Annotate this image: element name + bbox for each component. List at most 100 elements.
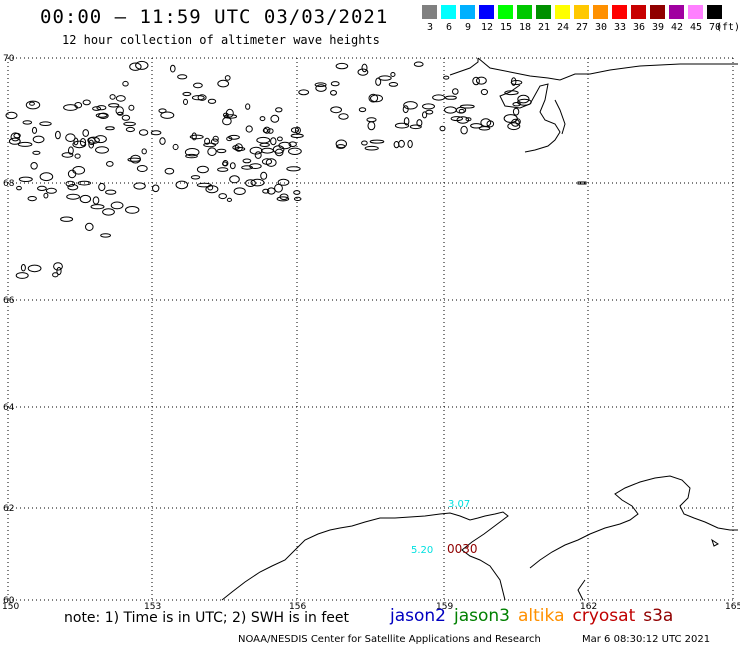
ice-floe (32, 150, 41, 155)
ice-floe (298, 89, 310, 96)
ice-floe (16, 185, 22, 191)
ice-floe (416, 119, 423, 127)
ice-floe (476, 76, 487, 85)
ice-floe (277, 178, 290, 186)
map-title: 00:00 – 11:59 UTC 03/03/2021 (40, 6, 389, 28)
longitude-label: 153 (144, 602, 161, 612)
ice-floe (95, 146, 109, 154)
ice-floe (125, 206, 140, 214)
ice-floe (68, 146, 74, 155)
ice-floe (460, 125, 468, 135)
ice-floe (432, 94, 446, 101)
ice-floe (330, 81, 340, 87)
ice-floe (290, 133, 304, 139)
ice-floe (409, 124, 422, 130)
ice-floe (193, 82, 203, 89)
ice-floe (77, 180, 92, 186)
ice-floe (254, 151, 262, 159)
ice-floe (250, 178, 265, 187)
ice-floe (197, 94, 207, 101)
ice-floe (183, 98, 188, 106)
ice-floe (403, 101, 418, 110)
ice-floe (242, 158, 252, 164)
ice-floe (517, 94, 530, 104)
ice-floe (314, 82, 327, 87)
ice-floe (53, 262, 63, 271)
ice-floe (15, 272, 29, 279)
scale-swatch (612, 5, 627, 19)
ice-floe (160, 111, 175, 119)
ice-floe (276, 196, 290, 202)
ice-floe (290, 127, 300, 133)
scale-swatch (536, 5, 551, 19)
ice-floe (262, 188, 270, 194)
ice-floe (413, 61, 424, 67)
ice-floe (279, 193, 289, 201)
scale-swatch (441, 5, 456, 19)
observation-labels: 3.07 5.20 0030 (411, 499, 478, 556)
ice-floe (27, 264, 42, 273)
scale-swatch (707, 5, 722, 19)
ice-floe (388, 82, 399, 87)
ice-floe (90, 204, 105, 210)
ice-floe (439, 125, 446, 132)
scale-label: 9 (464, 22, 472, 33)
ice-floe (207, 184, 214, 191)
ice-floe (288, 141, 297, 147)
ice-floe (204, 137, 211, 145)
ice-floe (72, 140, 87, 149)
ice-floe (241, 165, 254, 170)
ice-floe (217, 79, 230, 88)
ice-floe (105, 126, 115, 131)
ice-floe (128, 104, 135, 111)
ice-floe (338, 113, 349, 120)
ice-floe (20, 264, 26, 272)
ice-floe (270, 137, 277, 146)
ice-floe (512, 107, 520, 116)
observation-value: 3.07 (448, 499, 470, 510)
ice-floe (5, 111, 18, 120)
ice-floe (210, 138, 219, 145)
ice-floe (270, 114, 280, 123)
legend-item: s3a (643, 606, 674, 626)
ice-floe (398, 139, 405, 148)
ice-floe (515, 118, 521, 125)
ice-floe (205, 185, 219, 194)
ice-floe (127, 157, 141, 162)
ice-floe (260, 171, 268, 180)
ice-floe (225, 108, 234, 118)
ice-floe (472, 76, 480, 86)
satellite-legend: jason2 jason3 altika cryosat s3a (390, 606, 681, 626)
ice-floe (222, 161, 228, 167)
ice-floe (88, 139, 95, 149)
scale-swatch (517, 5, 532, 19)
ice-floe (277, 136, 283, 142)
scale-label: 45 (689, 22, 703, 33)
ice-floe (444, 95, 457, 100)
ice-floe (218, 193, 227, 200)
ice-floe (267, 128, 274, 134)
ice-floe (115, 95, 126, 102)
ice-floe (368, 93, 379, 103)
ice-floe (504, 90, 519, 96)
ice-floe (96, 105, 107, 111)
ice-floe (315, 84, 327, 92)
ice-floe (275, 107, 283, 113)
ice-floe (512, 102, 522, 107)
scale-unit: (ft) (716, 22, 740, 33)
scale-label: 27 (575, 22, 589, 33)
latitude-label: 68 (3, 179, 15, 189)
ice-floe (8, 137, 21, 145)
ice-floe (100, 233, 111, 238)
scale-label: 6 (445, 22, 453, 33)
latitude-label: 64 (3, 403, 15, 413)
ice-floe (203, 142, 217, 148)
note-text: note: 1) Time is in UTC; 2) SWH is in fe… (64, 610, 350, 626)
ice-floe (245, 125, 253, 133)
ice-floe (458, 108, 465, 114)
scale-label: 18 (518, 22, 532, 33)
scale-swatch (574, 5, 589, 19)
ice-floe (105, 189, 117, 195)
ice-floe (272, 145, 285, 154)
ice-floe (364, 145, 379, 151)
